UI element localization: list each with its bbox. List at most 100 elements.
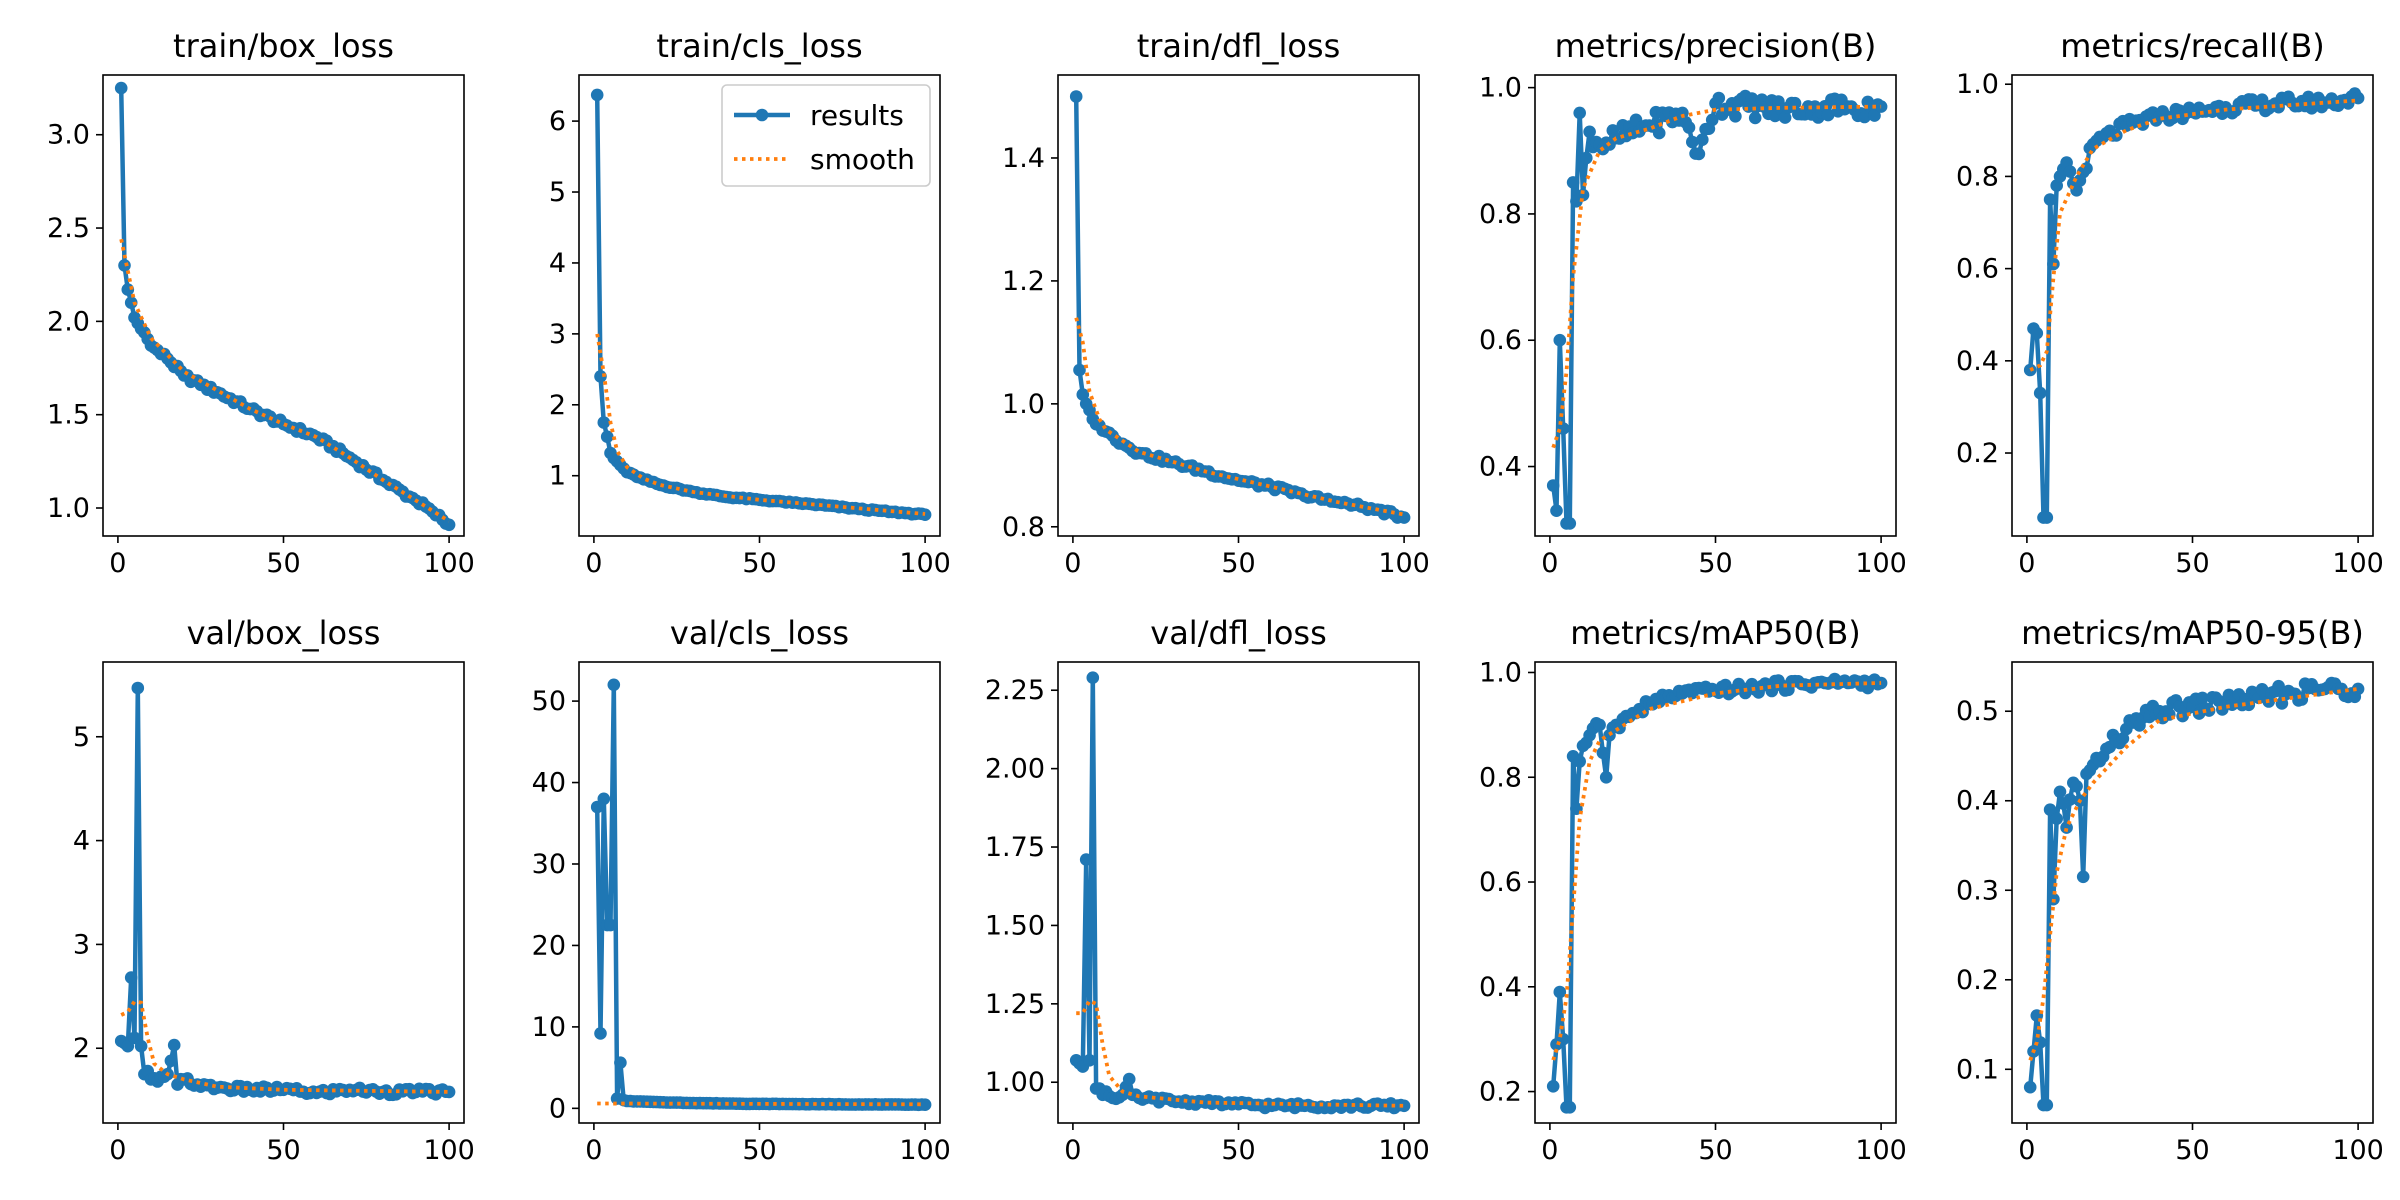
x-tick-label: 50	[266, 548, 300, 579]
results-point	[1788, 96, 1802, 110]
panel-metrics-recall-b: metrics/recall(B) 0 50 100 0.2 0.4 0.6 0.8 1.0	[1956, 27, 2384, 579]
panel-metrics-map50-95-b: metrics/mAP50-95(B) 0 50 100 0.1 0.2 0.3 0.4 0.5	[1956, 614, 2384, 1166]
y-tick-label: 3	[549, 319, 566, 350]
smooth-line	[2029, 98, 2359, 372]
results-point	[164, 1054, 178, 1068]
results-point	[1696, 133, 1709, 146]
y-tick-label: 4	[73, 826, 90, 857]
x-tick-label: 50	[2175, 548, 2209, 579]
y-tick-label: 2.0	[47, 306, 90, 337]
results-point	[1086, 671, 1100, 684]
axes-frame	[1057, 661, 1420, 1124]
y-tick-label: 5	[73, 722, 90, 753]
y-tick-label: 10	[532, 1012, 566, 1043]
panel-metrics-precision-b: metrics/precision(B) 0 50 100 0.4 0.6 0.8 1.0	[1479, 27, 1907, 579]
results-point	[1546, 1080, 1560, 1093]
results-point	[594, 1027, 607, 1040]
results-point	[1729, 110, 1742, 123]
results-point	[1550, 504, 1563, 517]
y-tick-label: 3	[73, 929, 90, 960]
results-point	[2196, 691, 2209, 705]
results-point	[1686, 135, 1699, 149]
x-tick-label: 100	[899, 548, 951, 579]
y-tick-label: 2	[73, 1033, 90, 1064]
y-tick-label: 0.8	[1002, 512, 1045, 543]
smooth-line	[1074, 317, 1405, 517]
y-tick-label: 1.0	[1002, 389, 1045, 420]
results-point	[597, 416, 611, 429]
y-tick-label: 1.0	[1479, 73, 1522, 104]
y-tick-label: 40	[532, 768, 566, 799]
results-point	[1069, 90, 1083, 103]
x-tick-label: 100	[1378, 1135, 1430, 1166]
x-tick-label: 50	[2175, 1135, 2209, 1166]
results-point	[614, 1056, 627, 1069]
results-point	[1599, 771, 1613, 784]
results-point	[1573, 755, 1586, 768]
panel-train-box-loss: train/box_loss 0 50 100 1.0 1.5 2.0 2.5 3.0	[47, 27, 475, 579]
results-line	[594, 682, 926, 1108]
y-tick-label: 1.75	[985, 832, 1045, 863]
legend: results smooth	[721, 84, 931, 187]
panel-title: train/box_loss	[173, 27, 394, 65]
results-point	[607, 678, 621, 692]
y-tick-label: 20	[532, 930, 566, 961]
results-point	[2033, 386, 2047, 400]
results-point	[604, 918, 617, 932]
results-line	[2027, 680, 2361, 1108]
y-tick-label: 1.00	[985, 1067, 1045, 1098]
x-tick-label: 0	[1064, 1135, 1081, 1166]
x-tick-label: 50	[1698, 548, 1732, 579]
x-tick-label: 100	[1855, 1135, 1907, 1166]
y-tick-label: 0.8	[1479, 199, 1522, 230]
results-point	[597, 792, 611, 806]
results-point	[1868, 109, 1881, 122]
y-tick-label: 0.3	[1956, 875, 1999, 906]
y-tick-label: 0.6	[1956, 254, 1999, 285]
x-tick-label: 0	[1541, 1135, 1558, 1166]
y-tick-label: 0.1	[1956, 1054, 1999, 1085]
x-tick-label: 100	[423, 1135, 475, 1166]
panel-train-cls-loss: train/cls_loss 0 50 100 1 2 3 4 5 6 results smooth	[549, 27, 951, 579]
results-point	[1553, 333, 1567, 347]
y-tick-label: 0.2	[1956, 965, 1999, 996]
panel-title: val/box_loss	[187, 614, 381, 652]
x-tick-label: 0	[585, 1135, 602, 1166]
results-point	[1563, 1101, 1577, 1114]
results-point	[2202, 704, 2216, 717]
smooth-line	[1551, 681, 1882, 1061]
y-tick-label: 0.4	[1479, 972, 1522, 1003]
x-tick-label: 50	[1698, 1135, 1732, 1166]
panel-title: val/cls_loss	[670, 614, 849, 652]
x-tick-label: 0	[1064, 548, 1081, 579]
axes-frame	[102, 74, 465, 537]
axes-frame	[102, 661, 465, 1124]
results-point	[594, 370, 607, 383]
y-tick-label: 0.8	[1956, 161, 1999, 192]
y-tick-label: 2.25	[985, 675, 1045, 706]
results-point	[2023, 1080, 2037, 1094]
smooth-line	[597, 1101, 926, 1107]
results-point	[131, 681, 145, 695]
results-point	[2043, 803, 2057, 816]
y-tick-label: 2.00	[985, 754, 1045, 785]
legend-results-label: results	[810, 99, 904, 132]
x-tick-label: 50	[266, 1135, 300, 1166]
y-tick-label: 5	[549, 177, 566, 208]
results-point	[114, 81, 128, 95]
results-point	[1553, 985, 1567, 999]
results-point	[1079, 853, 1093, 866]
y-tick-label: 1.50	[985, 910, 1045, 941]
x-tick-label: 0	[585, 548, 602, 579]
smooth-line	[120, 999, 450, 1094]
results-point	[1682, 121, 1696, 134]
legend-results-marker	[755, 108, 769, 122]
results-point	[1546, 479, 1560, 492]
x-tick-label: 50	[1221, 1135, 1255, 1166]
y-tick-label: 0.4	[1956, 346, 1999, 377]
results-point	[121, 283, 135, 296]
y-tick-label: 0.2	[1956, 438, 1999, 469]
axes-frame	[2011, 661, 2374, 1124]
y-tick-label: 0	[549, 1093, 566, 1124]
